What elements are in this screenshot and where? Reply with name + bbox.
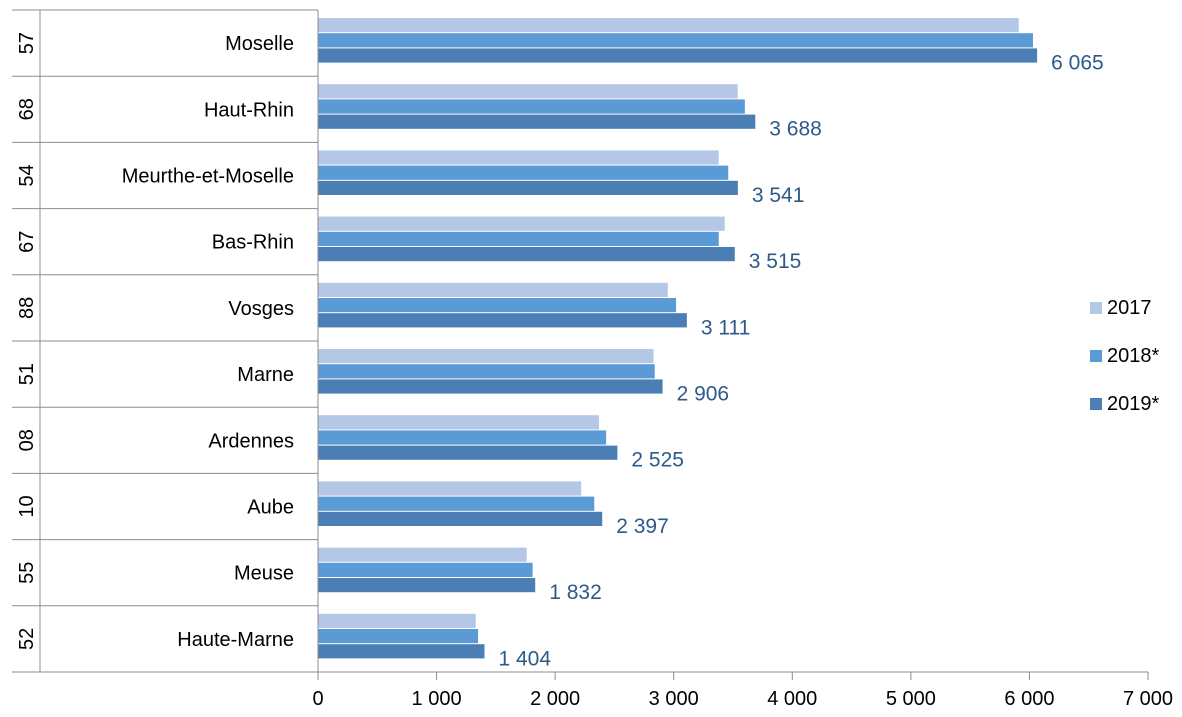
bar-2017-ardennes (318, 415, 600, 430)
row-dividers (12, 9, 318, 673)
data-labels: 6 065 3 688 3 541 3 515 3 111 2 906 2 525 2 397… (498, 52, 1103, 671)
bar-2017-haut-rhin (318, 84, 738, 99)
bar-2017-bas-rhin (318, 216, 725, 231)
data-label: 3 688 (769, 118, 822, 141)
data-label: 6 065 (1051, 52, 1104, 75)
category-name-label: Bas-Rhin (212, 232, 294, 254)
bar-2019-vosges (318, 313, 687, 328)
bar-2018-moselle (318, 33, 1033, 48)
category-name-label: Aube (247, 497, 294, 519)
bar-2019-moselle (318, 48, 1038, 63)
bar-2017-meuse (318, 547, 527, 562)
bar-2018-marne (318, 364, 655, 379)
data-label: 3 111 (701, 316, 750, 339)
legend-swatch (1090, 398, 1102, 410)
category-name-label: Haut-Rhin (204, 99, 294, 121)
bar-2018-haut-rhin (318, 99, 745, 114)
bar-2018-haute-marne (318, 629, 479, 644)
bar-2019-marne (318, 379, 663, 394)
category-code-label: 10 (16, 495, 38, 517)
bar-2018-ardennes (318, 430, 607, 445)
category-name-label: Meuse (234, 563, 294, 585)
data-label: 2 906 (677, 383, 730, 406)
bar-2018-bas-rhin (318, 231, 719, 246)
x-tick-label: 5 000 (886, 688, 936, 710)
category-code-label: 68 (16, 98, 38, 120)
x-axis-ticks: 0 1 000 2 000 3 000 4 000 5 000 6 000 7 000 (312, 672, 1173, 710)
bar-2019-bas-rhin (318, 247, 735, 262)
bar-2017-aube (318, 481, 582, 496)
x-tick-label: 1 000 (412, 688, 462, 710)
category-code-label: 52 (16, 628, 38, 650)
bar-2019-haute-marne (318, 644, 485, 659)
data-label: 2 525 (631, 449, 684, 472)
category-name-label: Ardennes (208, 430, 294, 452)
category-code-label: 08 (16, 429, 38, 451)
x-tick-label: 4 000 (767, 688, 817, 710)
x-tick-label: 6 000 (1004, 688, 1054, 710)
category-code-label: 54 (16, 164, 38, 186)
legend: 2017 2018* 2019* (1090, 297, 1159, 415)
bars (318, 18, 1038, 659)
data-label: 1 832 (549, 581, 602, 604)
bar-2017-meurthe-et-moselle (318, 150, 719, 165)
bar-2019-meurthe-et-moselle (318, 180, 738, 195)
legend-swatch (1090, 350, 1102, 362)
category-name-label: Meurthe-et-Moselle (122, 166, 294, 188)
category-code-label: 55 (16, 562, 38, 584)
data-label: 3 515 (749, 250, 802, 273)
legend-label: 2018* (1107, 345, 1159, 367)
legend-label: 2019* (1107, 393, 1159, 415)
category-code-label: 88 (16, 297, 38, 319)
x-tick-label: 0 (312, 688, 323, 710)
bar-2019-ardennes (318, 445, 618, 460)
bar-2018-aube (318, 496, 595, 511)
category-name-label: Vosges (228, 298, 294, 320)
bar-2018-meuse (318, 562, 533, 577)
bar-2017-vosges (318, 282, 668, 297)
category-name-label: Marne (237, 364, 294, 386)
data-label: 3 541 (752, 184, 805, 207)
x-tick-label: 2 000 (530, 688, 580, 710)
x-tick-label: 3 000 (649, 688, 699, 710)
axes (317, 10, 1148, 680)
category-name-label: Haute-Marne (177, 629, 294, 651)
bar-2018-meurthe-et-moselle (318, 165, 729, 180)
category-name-label: Moselle (225, 33, 294, 55)
bar-2017-marne (318, 349, 654, 364)
category-code-label: 67 (16, 231, 38, 253)
bar-2018-vosges (318, 298, 677, 313)
data-label: 1 404 (498, 647, 551, 670)
category-code-label: 51 (16, 363, 38, 385)
category-labels: 57 Moselle 68 Haut-Rhin 54 Meurthe-et-Moselle… (16, 32, 294, 651)
bar-2019-meuse (318, 578, 536, 593)
x-tick-label: 7 000 (1123, 688, 1173, 710)
legend-swatch (1090, 302, 1102, 314)
bar-2019-aube (318, 511, 603, 526)
bar-2019-haut-rhin (318, 114, 756, 129)
bar-2017-haute-marne (318, 613, 476, 628)
legend-label: 2017 (1107, 297, 1152, 319)
category-code-label: 57 (16, 32, 38, 54)
bar-2017-moselle (318, 18, 1019, 33)
data-label: 2 397 (616, 515, 669, 538)
